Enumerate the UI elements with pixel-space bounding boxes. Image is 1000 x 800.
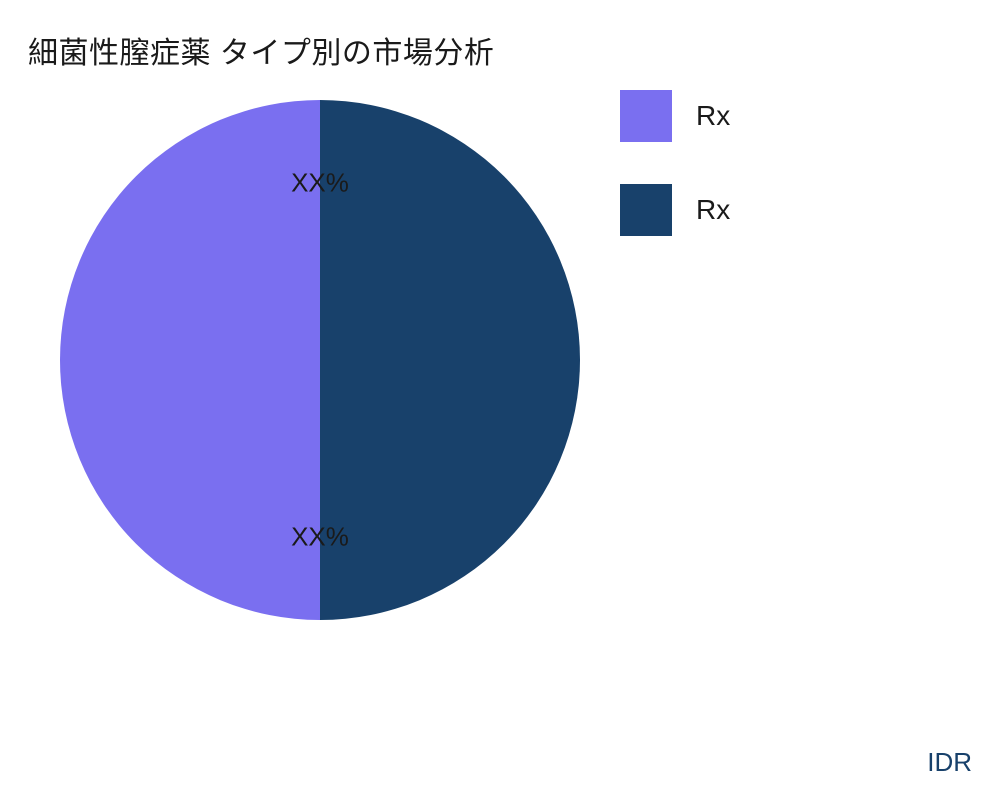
legend-item-1: Rx: [620, 184, 730, 236]
pie-chart: XX% XX%: [60, 100, 580, 620]
pie-slice-0: [320, 100, 580, 620]
pie-slice-1: [60, 100, 320, 620]
legend-label-1: Rx: [696, 194, 730, 226]
legend-label-0: Rx: [696, 100, 730, 132]
legend-swatch-1: [620, 184, 672, 236]
chart-title: 細菌性膣症薬 タイプ別の市場分析: [28, 28, 494, 72]
pie-slice-label-0: XX%: [291, 168, 349, 199]
pie-slice-label-1: XX%: [291, 521, 349, 552]
legend-swatch-0: [620, 90, 672, 142]
legend-item-0: Rx: [620, 90, 730, 142]
legend: Rx Rx: [620, 90, 730, 236]
footer-attribution: IDR: [927, 747, 972, 778]
